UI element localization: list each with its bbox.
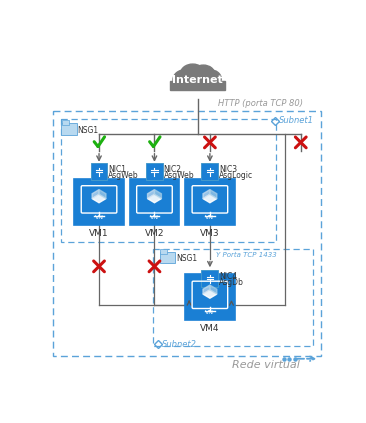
Polygon shape (203, 290, 217, 298)
Text: VM4: VM4 (200, 324, 220, 333)
Text: VN: VN (94, 214, 104, 220)
FancyBboxPatch shape (160, 252, 175, 263)
Polygon shape (92, 190, 99, 199)
Text: AsgDb: AsgDb (219, 278, 244, 287)
Text: AsgWeb: AsgWeb (108, 171, 139, 180)
Text: Y Porta TCP 1433: Y Porta TCP 1433 (216, 252, 277, 258)
Text: AsgWeb: AsgWeb (164, 171, 194, 180)
Text: NSG1: NSG1 (176, 254, 197, 263)
Polygon shape (203, 285, 210, 294)
FancyBboxPatch shape (61, 123, 77, 135)
Text: VM1: VM1 (89, 228, 109, 238)
Text: VN: VN (205, 310, 214, 315)
Polygon shape (92, 195, 106, 203)
Text: VM3: VM3 (200, 228, 220, 238)
Ellipse shape (199, 70, 221, 88)
FancyBboxPatch shape (74, 179, 124, 225)
Text: NSG1: NSG1 (78, 126, 98, 135)
Polygon shape (154, 190, 161, 199)
Polygon shape (147, 195, 161, 203)
Text: VM2: VM2 (145, 228, 164, 238)
FancyBboxPatch shape (62, 121, 68, 125)
Polygon shape (210, 190, 217, 199)
Polygon shape (203, 190, 210, 199)
Text: AsgLogic: AsgLogic (219, 171, 253, 180)
Ellipse shape (173, 70, 198, 90)
Polygon shape (99, 190, 106, 199)
FancyBboxPatch shape (90, 163, 108, 180)
Text: NIC1: NIC1 (108, 165, 126, 174)
Text: Internet: Internet (172, 75, 223, 85)
Ellipse shape (192, 65, 215, 83)
Text: NIC4: NIC4 (219, 272, 237, 281)
Ellipse shape (180, 66, 215, 90)
Text: Subnet1: Subnet1 (279, 116, 314, 125)
FancyBboxPatch shape (185, 274, 235, 320)
Ellipse shape (180, 64, 205, 83)
Text: Subnet2: Subnet2 (162, 340, 197, 349)
Polygon shape (203, 195, 217, 203)
Polygon shape (147, 190, 154, 199)
Text: HTTP (porta TCP 80): HTTP (porta TCP 80) (218, 99, 303, 107)
FancyBboxPatch shape (185, 179, 235, 225)
Text: NIC2: NIC2 (164, 165, 182, 174)
FancyBboxPatch shape (201, 163, 219, 180)
FancyBboxPatch shape (146, 163, 163, 180)
FancyBboxPatch shape (130, 179, 179, 225)
FancyBboxPatch shape (160, 249, 167, 254)
FancyBboxPatch shape (201, 270, 219, 287)
Text: Rede virtual: Rede virtual (232, 360, 300, 370)
Text: NIC3: NIC3 (219, 165, 237, 174)
Polygon shape (210, 285, 217, 294)
Text: VN: VN (150, 214, 159, 220)
Text: VN: VN (205, 214, 214, 220)
Bar (170, 81, 225, 90)
